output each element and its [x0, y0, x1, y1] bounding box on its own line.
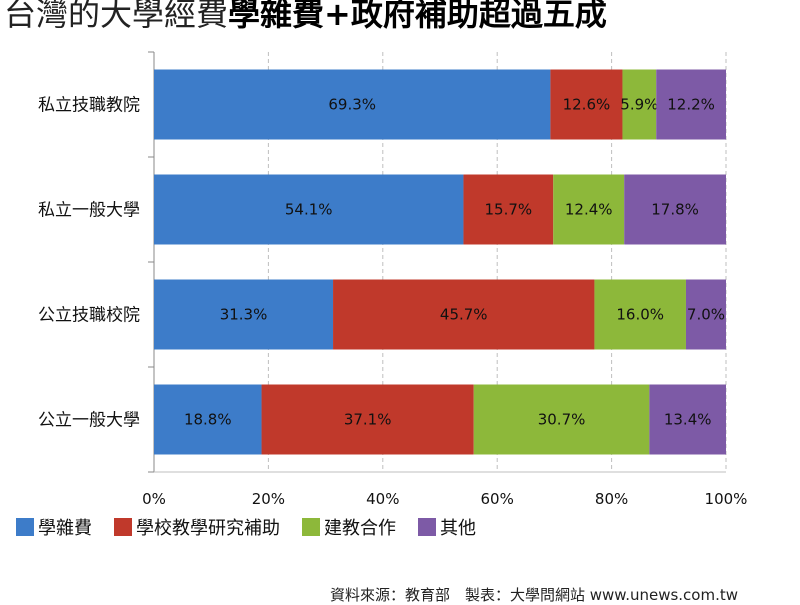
data-label: 7.0%	[687, 306, 725, 324]
data-label: 69.3%	[328, 96, 376, 114]
x-tick-label: 40%	[366, 490, 399, 508]
x-tick-label: 0%	[142, 490, 166, 508]
legend-item: 其他	[418, 514, 476, 540]
data-label: 31.3%	[220, 306, 268, 324]
legend-swatch	[302, 518, 320, 536]
bar-segment	[553, 174, 625, 245]
data-label: 30.7%	[538, 411, 586, 429]
chart-title-part1: 台灣的大學經費	[4, 0, 229, 33]
category-label: 公立一般大學	[38, 411, 140, 431]
data-label: 18.8%	[184, 411, 232, 429]
x-tick-label: 80%	[595, 490, 628, 508]
data-label: 45.7%	[440, 306, 488, 324]
legend-item: 建教合作	[302, 514, 396, 540]
x-tick-label: 20%	[252, 490, 285, 508]
bar-segment	[154, 384, 262, 455]
data-label: 13.4%	[664, 411, 712, 429]
bar-segment	[594, 279, 686, 350]
data-label: 15.7%	[485, 201, 533, 219]
data-label: 16.0%	[616, 306, 664, 324]
bar-segment	[622, 69, 657, 140]
legend-swatch	[114, 518, 132, 536]
bar-segment	[685, 279, 726, 350]
legend-item: 學雜費	[16, 514, 92, 540]
chart-legend: 學雜費 學校教學研究補助 建教合作 其他	[16, 514, 476, 540]
bar-segment	[656, 69, 726, 140]
x-tick-label: 60%	[481, 490, 514, 508]
data-label: 54.1%	[285, 201, 333, 219]
bar-segment	[649, 384, 726, 455]
legend-label: 學雜費	[38, 518, 92, 539]
data-label: 17.8%	[651, 201, 699, 219]
category-label: 私立技職教院	[38, 96, 140, 116]
legend-swatch	[16, 518, 34, 536]
legend-label: 其他	[440, 518, 476, 539]
source-note: 資料來源：教育部 製表：大學問網站 www.unews.com.tw	[330, 586, 739, 604]
bar-segment	[154, 174, 464, 245]
data-label: 5.9%	[620, 96, 658, 114]
bar-segment	[473, 384, 650, 455]
bar-segment	[550, 69, 623, 140]
legend-swatch	[418, 518, 436, 536]
bar-segment	[261, 384, 474, 455]
legend-label: 建教合作	[324, 518, 396, 539]
chart-title: 台灣的大學經費學雜費+政府補助超過五成	[4, 0, 607, 34]
bar-segment	[154, 279, 334, 350]
bar-segment	[154, 69, 551, 140]
chart-title-part2: 學雜費+政府補助超過五成	[228, 0, 607, 33]
data-label: 37.1%	[344, 411, 392, 429]
bar-segment	[333, 279, 595, 350]
x-tick-label: 100%	[705, 490, 748, 508]
legend-item: 學校教學研究補助	[114, 514, 280, 540]
data-label: 12.6%	[563, 96, 611, 114]
data-label: 12.4%	[565, 201, 613, 219]
category-label: 公立技職校院	[38, 306, 140, 326]
category-label: 私立一般大學	[38, 201, 140, 221]
data-label: 12.2%	[667, 96, 715, 114]
bar-segment	[624, 174, 726, 245]
legend-label: 學校教學研究補助	[136, 518, 280, 539]
bar-segment	[463, 174, 554, 245]
